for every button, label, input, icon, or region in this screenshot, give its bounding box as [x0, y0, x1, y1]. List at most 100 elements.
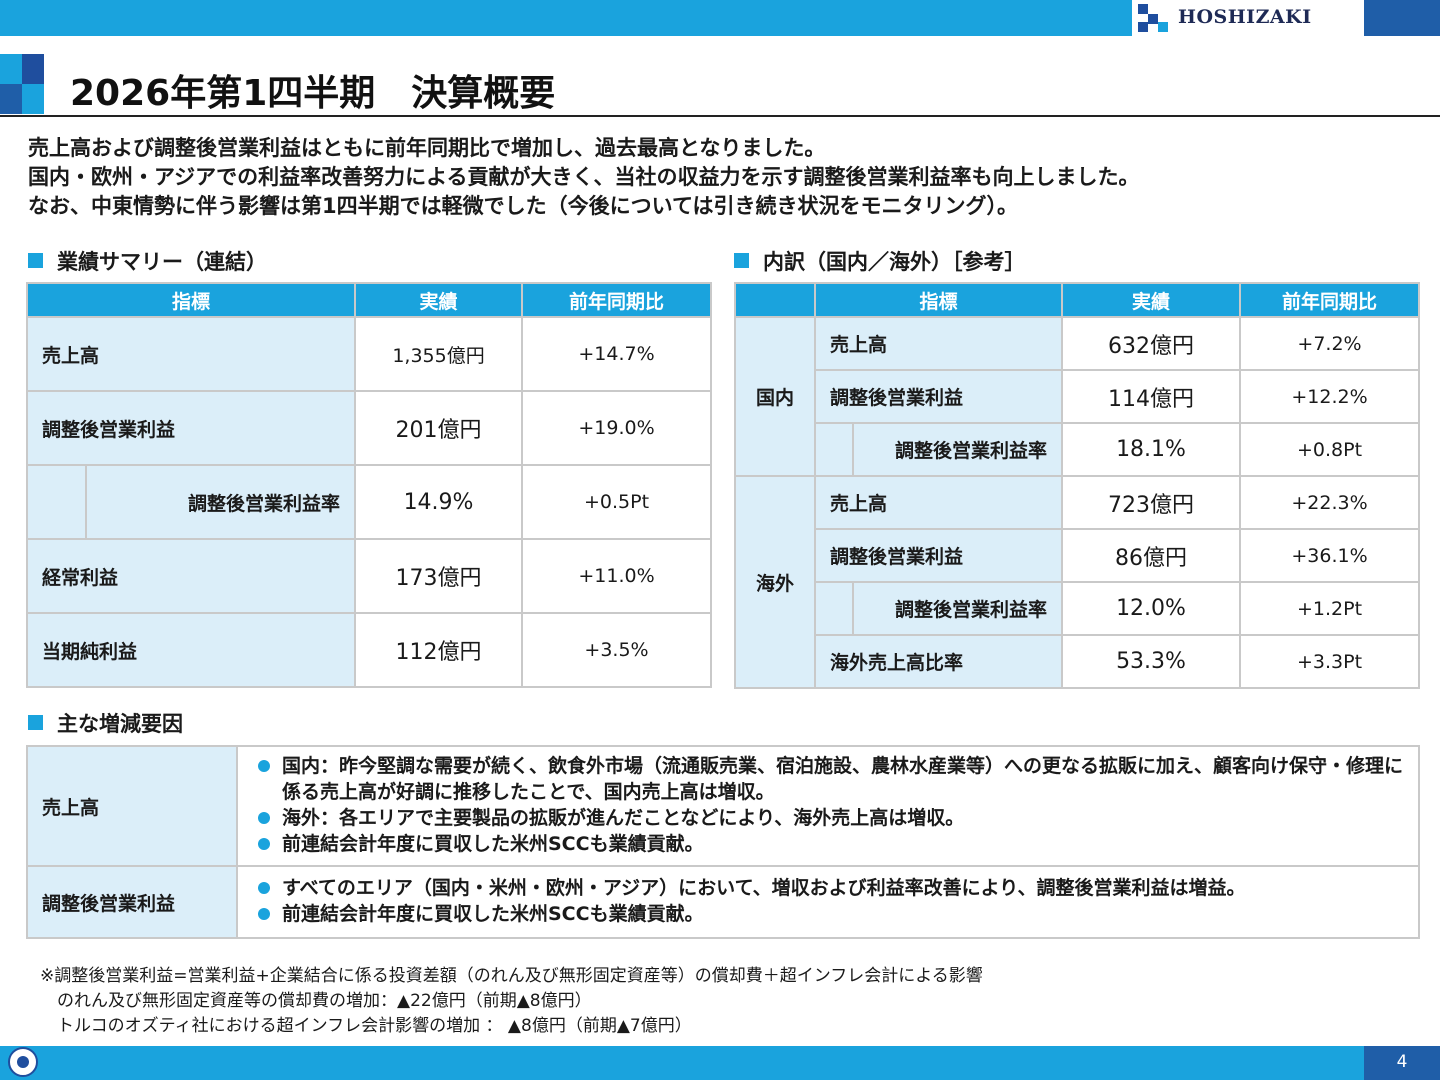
- factors-heading: 主な増減要因: [28, 708, 183, 738]
- group-label-domestic: 国内: [734, 316, 816, 477]
- indent-cell: [814, 581, 854, 636]
- bullet-text: 前連結会計年度に買収した米州SCCも業績貢献。: [282, 833, 704, 855]
- table-row: 海外売上高比率 53.3% +3.3Pt: [735, 634, 1421, 689]
- value-cell: 1,355億円: [354, 316, 524, 392]
- indent-cell: [814, 422, 854, 477]
- row-label: 調整後営業利益率: [851, 581, 1064, 636]
- row-label: 調整後営業利益: [26, 865, 238, 939]
- yoy-cell: +0.8Pt: [1239, 422, 1421, 477]
- footnote-line: ※調整後営業利益=営業利益+企業結合に係る投資差額（のれん及び無形固定資産等）の…: [40, 966, 983, 986]
- column-header: 指標: [813, 282, 1064, 318]
- value-cell: 201億円: [354, 390, 524, 466]
- page-title: 2026年第1四半期 決算概要: [70, 73, 556, 114]
- header-accent-block: [1364, 0, 1440, 36]
- column-header-empty: [734, 282, 816, 318]
- bullet-item: 前連結会計年度に買収した米州SCCも業績貢献。: [258, 831, 1404, 857]
- table-header-row: 指標 実績 前年同期比: [734, 282, 1421, 318]
- table-row: 経常利益 173億円 +11.0%: [25, 538, 713, 614]
- yoy-cell: +19.0%: [521, 390, 713, 466]
- factor-bullets: 国内：昨今堅調な需要が続く、飲食外市場（流通販売業、宿泊施設、農林水産業等）への…: [236, 745, 1420, 867]
- table-row: 調整後営業利益率 14.9% +0.5Pt: [26, 464, 713, 540]
- table-row: 国内 売上高 632億円 +7.2%: [734, 316, 1421, 477]
- factors-table: 売上高 国内：昨今堅調な需要が続く、飲食外市場（流通販売業、宿泊施設、農林水産業…: [26, 745, 1420, 939]
- bullet-text: 国内：昨今堅調な需要が続く、飲食外市場（流通販売業、宿泊施設、農林水産業等）への…: [282, 755, 1404, 803]
- yoy-cell: +14.7%: [521, 316, 713, 392]
- table-row: 売上高 1,355億円 +14.7%: [25, 316, 713, 392]
- bullet-text: すべてのエリア（国内・米州・欧州・アジア）において、増収および利益率改善により、…: [282, 877, 1246, 899]
- value-cell: 14.9%: [354, 464, 524, 540]
- value-cell: 723億円: [1061, 475, 1242, 530]
- bullet-text: 海外：各エリアで主要製品の拡販が進んだことなどにより、海外売上高は増収。: [282, 807, 965, 829]
- value-cell: 18.1%: [1061, 422, 1242, 477]
- column-header: 指標: [25, 282, 357, 318]
- row-label: 調整後営業利益: [25, 390, 357, 466]
- summary-table: 指標 実績 前年同期比 売上高 1,355億円 +14.7% 調整後営業利益 2…: [25, 282, 713, 688]
- footer-accent-block: [1364, 1046, 1440, 1080]
- column-header: 前年同期比: [521, 282, 713, 318]
- bullet-item: 国内：昨今堅調な需要が続く、飲食外市場（流通販売業、宿泊施設、農林水産業等）への…: [258, 753, 1404, 805]
- row-label: 売上高: [813, 475, 1064, 530]
- breakdown-heading: 内訳（国内／海外）［参考］: [734, 246, 1026, 276]
- table-row: 売上高 国内：昨今堅調な需要が続く、飲食外市場（流通販売業、宿泊施設、農林水産業…: [26, 745, 1420, 867]
- heading-square-icon: [28, 715, 43, 730]
- bullet-item: すべてのエリア（国内・米州・欧州・アジア）において、増収および利益率改善により、…: [258, 875, 1404, 901]
- yoy-cell: +7.2%: [1239, 316, 1421, 371]
- yoy-cell: +1.2Pt: [1239, 581, 1421, 636]
- bullet-text: 前連結会計年度に買収した米州SCCも業績貢献。: [282, 903, 704, 925]
- table-row: 当期純利益 112億円 +3.5%: [25, 612, 713, 688]
- yoy-cell: +3.3Pt: [1239, 634, 1421, 689]
- lead-line: 国内・欧州・アジアでの利益率改善努力による貢献が大きく、当社の収益力を示す調整後…: [28, 165, 1140, 189]
- footnotes: ※調整後営業利益=営業利益+企業結合に係る投資差額（のれん及び無形固定資産等）の…: [40, 964, 983, 1039]
- footer-bar: [0, 1046, 1440, 1080]
- title-divider: [0, 115, 1440, 117]
- row-label: 調整後営業利益: [813, 369, 1064, 424]
- yoy-cell: +3.5%: [521, 612, 713, 688]
- table-row: 調整後営業利益率 18.1% +0.8Pt: [735, 422, 1421, 477]
- lead-text: 売上高および調整後営業利益はともに前年同期比で増加し、過去最高となりました。 国…: [28, 134, 1140, 221]
- value-cell: 173億円: [354, 538, 524, 614]
- yoy-cell: +0.5Pt: [521, 464, 713, 540]
- row-label: 調整後営業利益: [813, 528, 1064, 583]
- table-row: 調整後営業利益 86億円 +36.1%: [735, 528, 1421, 583]
- table-row: 調整後営業利益 114億円 +12.2%: [735, 369, 1421, 424]
- bullet-dot-icon: [258, 812, 270, 824]
- breakdown-heading-text: 内訳（国内／海外）［参考］: [763, 250, 1026, 274]
- value-cell: 12.0%: [1061, 581, 1242, 636]
- column-header: 前年同期比: [1239, 282, 1421, 318]
- row-label: 海外売上高比率: [813, 634, 1064, 689]
- yoy-cell: +22.3%: [1239, 475, 1421, 530]
- table-row: 調整後営業利益率 12.0% +1.2Pt: [735, 581, 1421, 636]
- group-label-overseas: 海外: [734, 475, 816, 689]
- value-cell: 114億円: [1061, 369, 1242, 424]
- row-label: 売上高: [813, 316, 1064, 371]
- column-header: 実績: [354, 282, 524, 318]
- lead-line: 売上高および調整後営業利益はともに前年同期比で増加し、過去最高となりました。: [28, 136, 826, 160]
- row-label: 経常利益: [25, 538, 357, 614]
- value-cell: 632億円: [1061, 316, 1242, 371]
- value-cell: 53.3%: [1061, 634, 1242, 689]
- table-header-row: 指標 実績 前年同期比: [25, 282, 713, 318]
- table-row: 調整後営業利益 すべてのエリア（国内・米州・欧州・アジア）において、増収および利…: [26, 865, 1420, 939]
- logo-square: [1148, 14, 1158, 24]
- yoy-cell: +36.1%: [1239, 528, 1421, 583]
- page-number: 4: [1396, 1052, 1408, 1072]
- summary-heading: 業績サマリー（連結）: [28, 246, 267, 276]
- bullet-item: 前連結会計年度に買収した米州SCCも業績貢献。: [258, 901, 1404, 927]
- column-header: 実績: [1061, 282, 1242, 318]
- row-label: 調整後営業利益率: [851, 422, 1064, 477]
- yoy-cell: +11.0%: [521, 538, 713, 614]
- heading-square-icon: [734, 253, 749, 268]
- indent-cell: [26, 464, 87, 540]
- company-emblem-icon: [8, 1047, 38, 1077]
- factors-heading-text: 主な増減要因: [57, 712, 183, 736]
- footnote-line: のれん及び無形固定資産等の償却費の増加：▲22億円（前期▲8億円）: [40, 991, 592, 1011]
- bullet-item: 海外：各エリアで主要製品の拡販が進んだことなどにより、海外売上高は増収。: [258, 805, 1404, 831]
- bullet-dot-icon: [258, 882, 270, 894]
- row-label: 調整後営業利益率: [84, 464, 357, 540]
- bullet-dot-icon: [258, 838, 270, 850]
- row-label: 売上高: [26, 745, 238, 867]
- footnote-line: トルコのオズティ社における超インフレ会計影響の増加 ： ▲8億円（前期▲7億円）: [40, 1016, 692, 1036]
- brand-logo: HOSHIZAKI: [1132, 0, 1364, 36]
- heading-square-icon: [28, 253, 43, 268]
- logo-square: [1158, 22, 1168, 32]
